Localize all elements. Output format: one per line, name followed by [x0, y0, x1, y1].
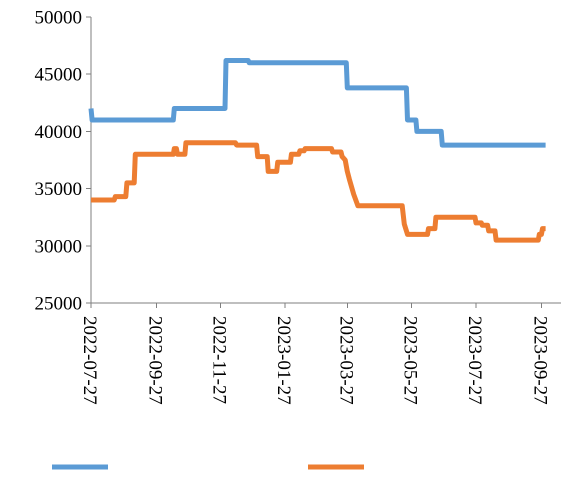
x-tick-label: 2023-05-27 — [400, 316, 421, 405]
series-line-2 — [91, 140, 546, 243]
y-tick-label: 45000 — [35, 65, 83, 86]
x-tick-label: 2023-01-27 — [273, 316, 294, 405]
x-tick-label: 2023-07-27 — [464, 316, 485, 405]
series-line-1 — [88, 58, 546, 148]
y-tick-label: 25000 — [35, 294, 83, 315]
x-tick-label: 2022-09-27 — [144, 316, 165, 405]
y-tick-label: 40000 — [35, 122, 83, 143]
y-tick-label: 50000 — [35, 8, 83, 29]
x-tick-label: 2023-09-27 — [529, 316, 550, 405]
x-tick-label: 2022-11-27 — [209, 316, 230, 404]
y-tick-label: 30000 — [35, 236, 83, 257]
x-tick-label: 2022-07-27 — [79, 316, 100, 405]
y-tick-label: 35000 — [35, 179, 83, 200]
x-tick-label: 2023-03-27 — [335, 316, 356, 405]
